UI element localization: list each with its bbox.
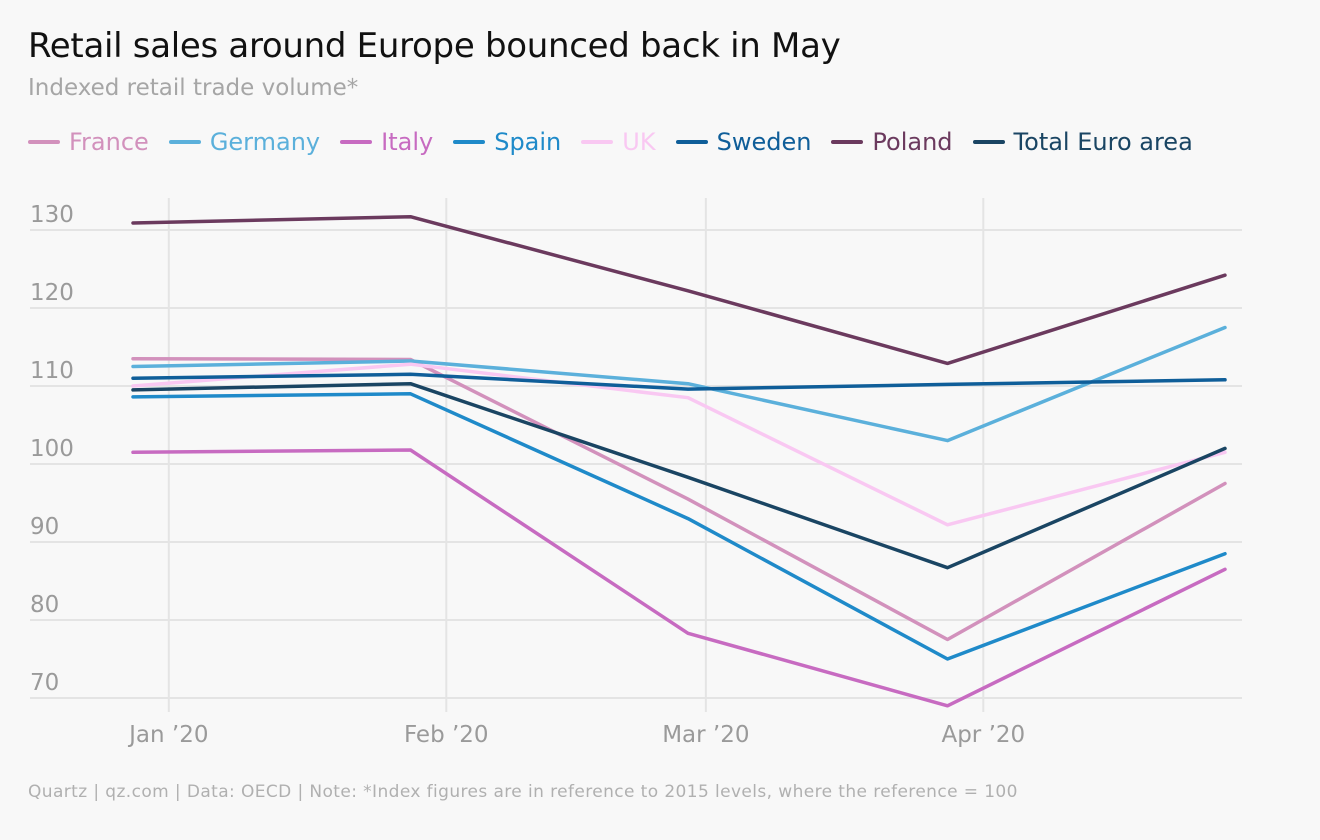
- legend-label: Germany: [209, 128, 321, 156]
- legend-swatch: [340, 140, 373, 144]
- y-tick-label: 90: [30, 514, 59, 540]
- legend-item: Italy: [340, 128, 433, 156]
- x-tick-label: Feb ’20: [404, 722, 489, 748]
- y-tick-label: 100: [30, 436, 74, 462]
- legend-item: Total Euro area: [972, 128, 1193, 156]
- legend-item: Poland: [831, 128, 953, 156]
- series-line-total-euro-area: [131, 381, 1227, 570]
- legend-swatch: [168, 140, 201, 144]
- legend-label: Spain: [494, 128, 562, 156]
- legend-label: Poland: [872, 128, 953, 156]
- legend-label: Sweden: [716, 128, 812, 156]
- x-tick-label: Mar ’20: [662, 722, 749, 748]
- y-tick-label: 80: [30, 592, 59, 618]
- chart-subtitle: Indexed retail trade volume*: [28, 75, 359, 101]
- legend-item: UK: [581, 128, 656, 156]
- legend-swatch: [453, 140, 486, 144]
- y-tick-label: 120: [30, 280, 74, 306]
- legend-swatch: [581, 140, 614, 144]
- y-tick-label: 130: [30, 202, 74, 228]
- x-tick-label: Jan ’20: [127, 722, 208, 748]
- legend-item: Germany: [168, 128, 321, 156]
- legend-swatch: [28, 140, 60, 144]
- y-tick-label: 110: [30, 358, 74, 384]
- line-chart: 70 80 90 100 110 120 130 Jan ’20 Feb ’20 Mar ’20 A…: [30, 198, 1242, 748]
- legend-swatch: [972, 140, 1005, 144]
- legend-swatch: [831, 140, 864, 144]
- source-note: Quartz | qz.com | Data: OECD | Note: *In…: [28, 782, 1018, 802]
- y-tick-label: 70: [30, 670, 59, 696]
- series-line-germany: [131, 325, 1227, 443]
- legend-label: France: [69, 128, 149, 156]
- chart-legend: France Germany Italy Spain UK Sweden Poland Tot…: [28, 128, 1193, 156]
- legend-label: UK: [622, 128, 656, 156]
- legend-label: Total Euro area: [1013, 128, 1193, 156]
- legend-item: Spain: [453, 128, 561, 156]
- series-line-spain: [131, 392, 1227, 661]
- legend-swatch: [675, 140, 708, 144]
- series-line-france: [131, 356, 1227, 642]
- series-line-poland: [131, 214, 1227, 366]
- chart-title: Retail sales around Europe bounced back …: [28, 26, 841, 66]
- series-line-italy: [131, 448, 1227, 708]
- series-line-uk: [131, 362, 1227, 527]
- legend-item: France: [28, 128, 149, 156]
- legend-label: Italy: [381, 128, 434, 156]
- series-line-sweden: [131, 372, 1227, 391]
- x-tick-label: Apr ’20: [941, 722, 1025, 748]
- legend-item: Sweden: [675, 128, 812, 156]
